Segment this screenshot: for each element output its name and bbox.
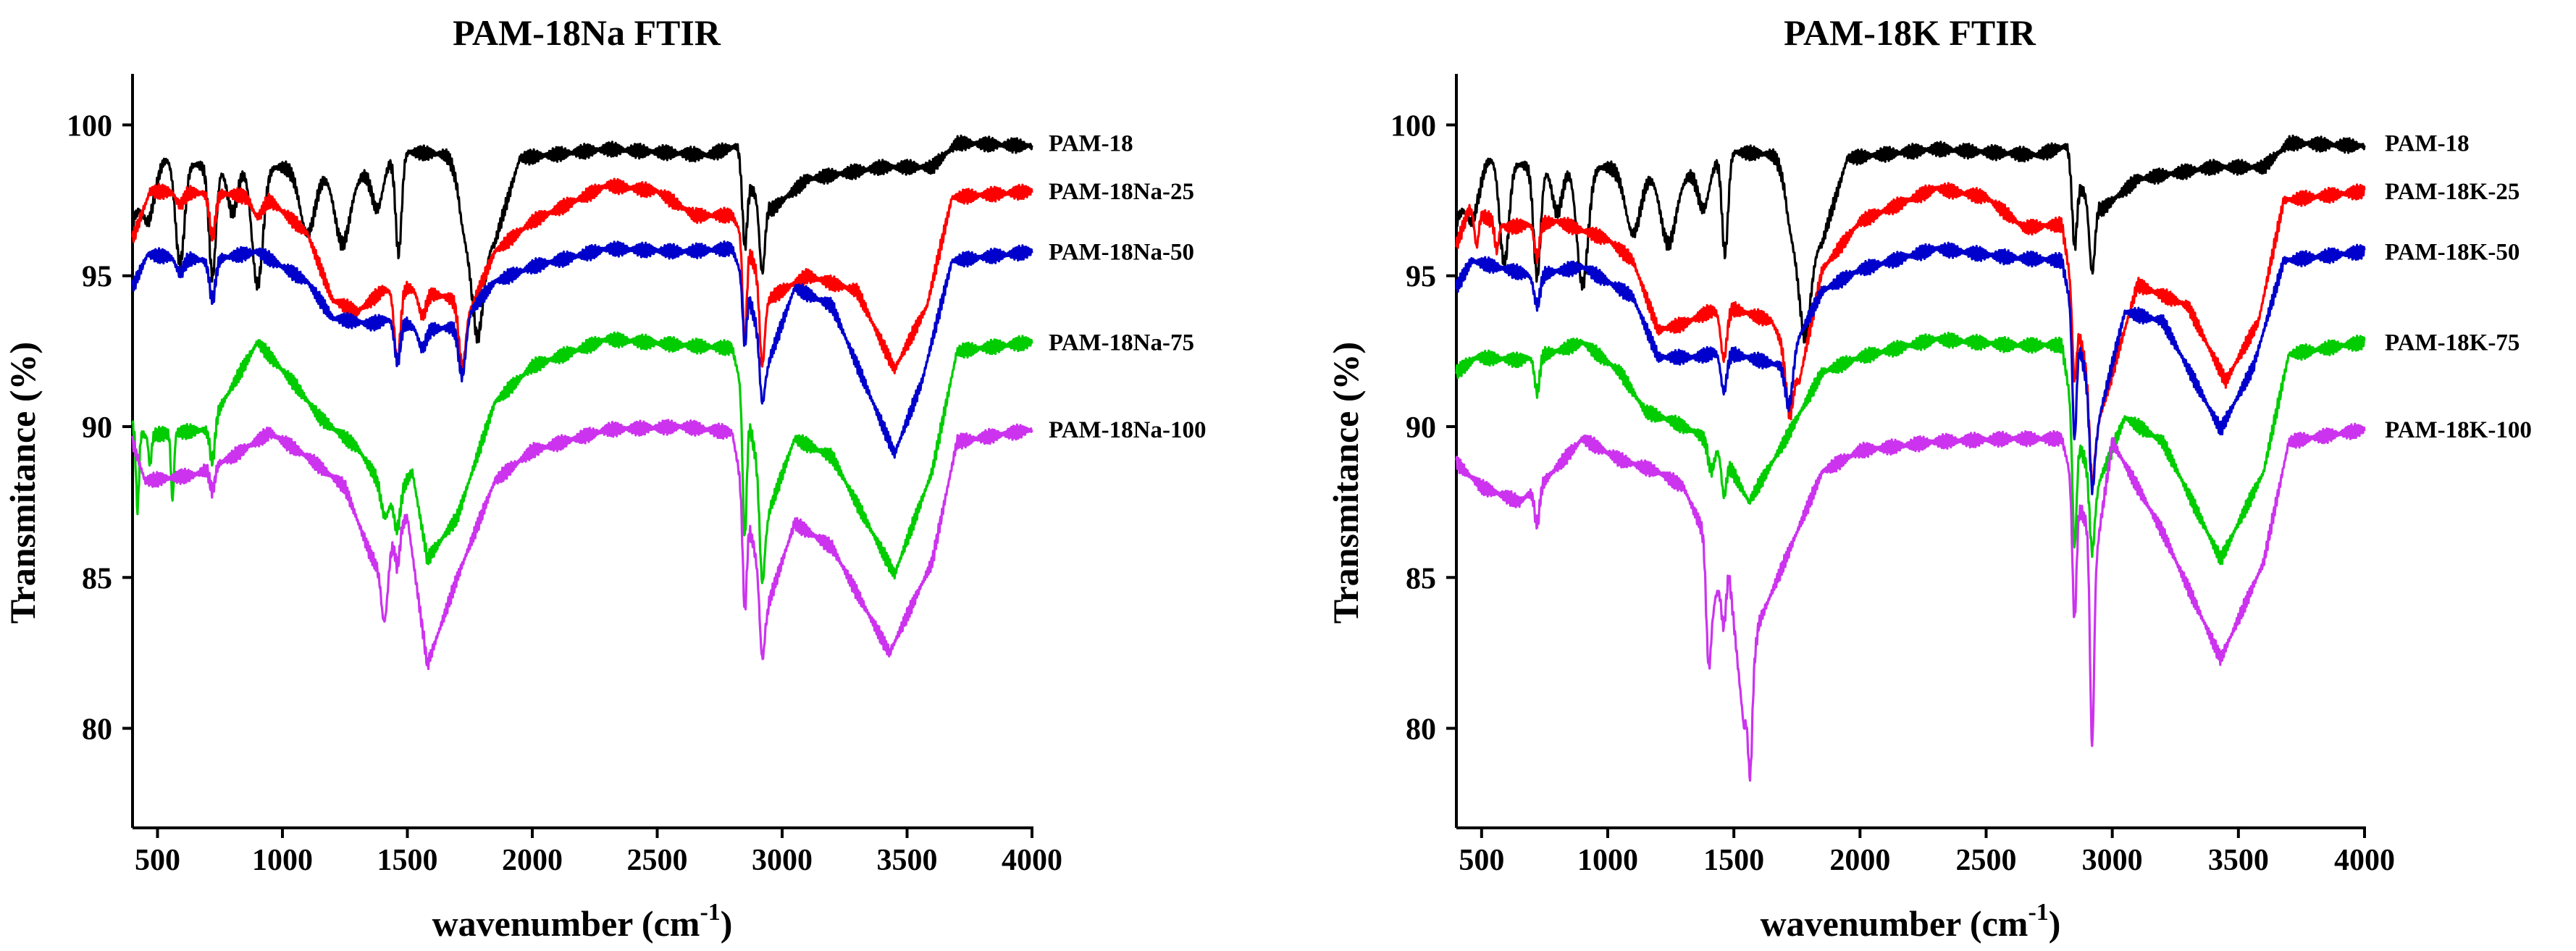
series-line-pam-18na-75 bbox=[131, 331, 1033, 585]
x-tick-label: 3500 bbox=[2208, 844, 2269, 877]
series-line-pam-18k-100 bbox=[1455, 422, 2366, 782]
x-tick-label: 1500 bbox=[377, 844, 438, 877]
y-tick-label: 100 bbox=[67, 109, 112, 143]
chart-pam18k-ftir: PAM-18K FTIR 500 1000 1500 2000 2500 3000 3500 4… bbox=[1325, 12, 2532, 944]
y-tick-label: 90 bbox=[1406, 411, 1436, 445]
y-tick-label: 85 bbox=[82, 562, 112, 595]
x-tick-label: 3000 bbox=[2082, 844, 2143, 877]
series-label-pam-18k-75: PAM-18K-75 bbox=[2385, 330, 2520, 356]
series-line-pam-18k-75 bbox=[1455, 331, 2366, 566]
x-tick-label: 4000 bbox=[2334, 844, 2395, 877]
x-tick-label: 500 bbox=[135, 844, 180, 877]
chart-title: PAM-18K FTIR bbox=[1784, 12, 2036, 53]
series-label-pam-18: PAM-18 bbox=[2385, 130, 2470, 156]
y-axis-label: Transmitance (%) bbox=[1325, 342, 1366, 624]
series-label-pam-18k-100: PAM-18K-100 bbox=[2385, 417, 2532, 443]
x-tick-label: 3500 bbox=[877, 844, 938, 877]
x-tick-label: 2000 bbox=[502, 844, 563, 877]
y-tick-label: 85 bbox=[1406, 562, 1436, 595]
series-label-pam-18na-100: PAM-18Na-100 bbox=[1049, 417, 1207, 443]
x-tick-label: 1000 bbox=[252, 844, 313, 877]
series-label-pam-18na-75: PAM-18Na-75 bbox=[1049, 330, 1194, 356]
series-label-pam-18na-50: PAM-18Na-50 bbox=[1049, 239, 1194, 265]
chart-pam18na-ftir: PAM-18Na FTIR 500 1000 1500 2000 2500 3000 3500… bbox=[2, 12, 1207, 944]
y-tick-label: 100 bbox=[1390, 109, 1436, 143]
series-label-pam-18k-25: PAM-18K-25 bbox=[2385, 179, 2520, 205]
x-tick-label: 3000 bbox=[752, 844, 813, 877]
series-label-pam-18k-50: PAM-18K-50 bbox=[2385, 239, 2520, 265]
x-axis-label: wavenumber (cm-1) bbox=[1761, 899, 2061, 944]
x-axis-label: wavenumber (cm-1) bbox=[432, 899, 733, 944]
series-line-pam-18na-25 bbox=[131, 177, 1033, 374]
y-tick-label: 95 bbox=[1406, 261, 1436, 294]
series-line-pam-18k-25 bbox=[1455, 182, 2366, 489]
y-tick-label: 95 bbox=[82, 261, 112, 294]
series-line-pam-18na-50 bbox=[131, 240, 1033, 459]
x-tick-label: 500 bbox=[1459, 844, 1504, 877]
y-tick-label: 80 bbox=[82, 713, 112, 747]
series-label-pam-18na-25: PAM-18Na-25 bbox=[1049, 179, 1194, 205]
series-line-pam-18na-100 bbox=[131, 419, 1033, 671]
series-line-pam-18k-50 bbox=[1455, 241, 2366, 495]
x-tick-label: 1500 bbox=[1703, 844, 1764, 877]
y-axis-label: Transmitance (%) bbox=[2, 342, 43, 624]
y-tick-label: 90 bbox=[82, 411, 112, 445]
series-line-pam-18 bbox=[1455, 134, 2366, 344]
y-tick-label: 80 bbox=[1406, 713, 1436, 747]
x-tick-label: 2000 bbox=[1829, 844, 1890, 877]
x-tick-label: 2500 bbox=[1956, 844, 2017, 877]
x-tick-label: 2500 bbox=[627, 844, 688, 877]
x-tick-label: 4000 bbox=[1002, 844, 1062, 877]
series-line-pam-18 bbox=[131, 134, 1033, 344]
chart-title: PAM-18Na FTIR bbox=[453, 12, 721, 53]
x-tick-label: 1000 bbox=[1577, 844, 1638, 877]
series-label-pam-18: PAM-18 bbox=[1049, 130, 1133, 156]
